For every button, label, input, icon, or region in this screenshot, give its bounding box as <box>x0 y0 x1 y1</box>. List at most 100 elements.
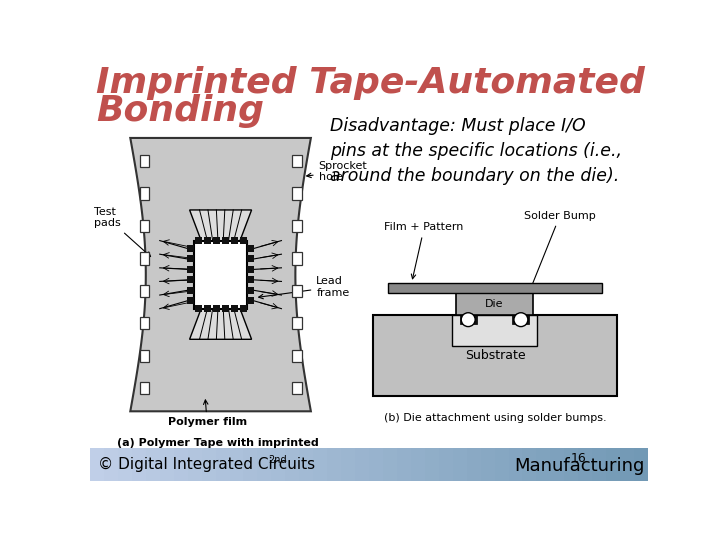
Text: (b) Die attachment using solder bumps.: (b) Die attachment using solder bumps. <box>384 413 606 423</box>
Bar <box>202 448 216 481</box>
Bar <box>452 315 537 346</box>
Polygon shape <box>189 210 251 241</box>
Bar <box>292 220 302 232</box>
Bar <box>550 448 565 481</box>
Bar <box>222 305 228 312</box>
Bar <box>247 287 254 294</box>
Circle shape <box>514 313 528 327</box>
Text: Disadvantage: Must place I/O
pins at the specific locations (i.e.,
around the bo: Disadvantage: Must place I/O pins at the… <box>330 117 622 185</box>
Text: Die: Die <box>485 299 504 309</box>
Bar <box>388 283 601 294</box>
Bar <box>194 241 247 308</box>
Bar <box>459 315 477 325</box>
Bar <box>230 448 244 481</box>
Bar <box>118 448 132 481</box>
Text: (a) Polymer Tape with imprinted
           wiring pattern.: (a) Polymer Tape with imprinted wiring p… <box>117 438 319 460</box>
Bar <box>292 252 302 265</box>
Bar <box>132 448 147 481</box>
Bar <box>481 448 648 481</box>
Bar <box>285 448 300 481</box>
Bar <box>536 448 551 481</box>
Bar <box>247 255 254 262</box>
Bar <box>292 382 302 394</box>
Bar <box>578 448 593 481</box>
Bar <box>247 245 254 252</box>
Bar <box>194 305 202 312</box>
Bar <box>606 448 621 481</box>
Bar <box>523 448 537 481</box>
Bar <box>187 298 194 304</box>
Bar <box>292 285 302 297</box>
Bar <box>187 245 194 252</box>
Bar <box>104 448 119 481</box>
Polygon shape <box>130 138 311 411</box>
Bar <box>467 448 482 481</box>
Bar <box>222 237 228 244</box>
Bar <box>438 448 454 481</box>
Text: Substrate: Substrate <box>464 349 526 362</box>
Bar <box>204 237 210 244</box>
Bar <box>90 448 104 481</box>
Bar <box>508 448 523 481</box>
Bar <box>292 349 302 362</box>
Bar <box>564 448 579 481</box>
Bar <box>240 305 246 312</box>
Bar <box>188 448 202 481</box>
Bar <box>453 448 467 481</box>
Bar <box>90 448 481 481</box>
Bar <box>187 255 194 262</box>
Bar <box>373 315 617 396</box>
Text: Sprocket
hole: Sprocket hole <box>307 161 367 183</box>
Text: Film + Pattern: Film + Pattern <box>384 222 464 279</box>
Bar <box>243 448 258 481</box>
Bar <box>247 276 254 284</box>
Text: Test
pads: Test pads <box>94 207 150 256</box>
Bar <box>140 285 149 297</box>
Text: © Digital Integrated Circuits: © Digital Integrated Circuits <box>98 457 315 472</box>
Bar <box>355 448 370 481</box>
Text: Solder Bump: Solder Bump <box>522 211 595 309</box>
Bar <box>397 448 412 481</box>
Bar <box>456 294 534 315</box>
Bar <box>247 266 254 273</box>
Bar <box>204 305 210 312</box>
Text: 2nd: 2nd <box>269 455 287 465</box>
Bar <box>140 349 149 362</box>
Bar <box>425 448 439 481</box>
Bar <box>495 448 509 481</box>
Text: Lead
frame: Lead frame <box>258 276 349 299</box>
Text: Polymer film: Polymer film <box>168 400 247 427</box>
Bar <box>140 187 149 200</box>
Bar <box>145 448 161 481</box>
Bar <box>160 448 174 481</box>
Bar <box>140 317 149 329</box>
Bar <box>481 448 495 481</box>
Bar <box>230 237 238 244</box>
Bar <box>292 317 302 329</box>
Text: Imprinted Tape-Automated: Imprinted Tape-Automated <box>96 66 645 100</box>
Bar <box>187 266 194 273</box>
Text: Manufacturing: Manufacturing <box>515 457 645 475</box>
Bar <box>620 448 635 481</box>
Bar <box>140 252 149 265</box>
Bar <box>194 237 202 244</box>
Circle shape <box>462 313 475 327</box>
Bar <box>174 448 189 481</box>
Bar <box>300 448 314 481</box>
Bar <box>327 448 342 481</box>
Bar <box>271 448 286 481</box>
Bar <box>247 298 254 304</box>
Bar <box>140 155 149 167</box>
Polygon shape <box>189 308 251 339</box>
Bar <box>341 448 356 481</box>
Bar <box>187 276 194 284</box>
Bar <box>140 220 149 232</box>
Bar <box>212 305 220 312</box>
Bar <box>212 237 220 244</box>
Bar <box>258 448 272 481</box>
Bar <box>140 382 149 394</box>
Bar <box>215 448 230 481</box>
Bar <box>292 187 302 200</box>
Bar <box>513 315 529 325</box>
Text: 16: 16 <box>570 452 586 465</box>
